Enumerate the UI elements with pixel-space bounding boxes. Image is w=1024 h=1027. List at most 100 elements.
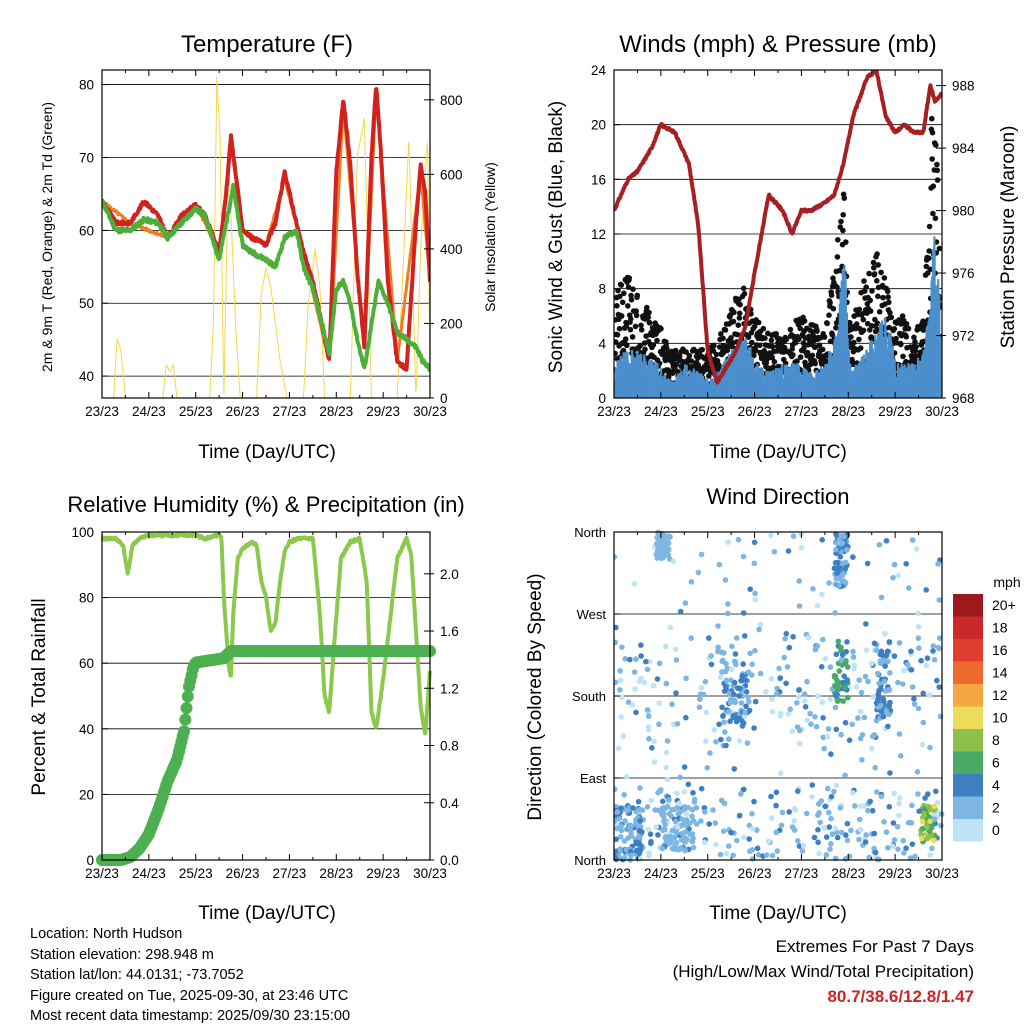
winds-gust-point: [734, 331, 740, 338]
direction-point: [911, 696, 917, 702]
winds-gust-point: [730, 318, 737, 325]
winds-gust-point: [829, 332, 836, 338]
direction-point: [637, 818, 644, 824]
winds-gust-point: [787, 326, 794, 333]
direction-point: [752, 647, 758, 654]
direction-point: [706, 821, 712, 827]
direction-point: [688, 635, 694, 641]
direction-point: [857, 826, 864, 833]
direction-point: [865, 807, 871, 814]
direction-point: [628, 829, 634, 836]
direction-point: [723, 851, 730, 857]
direction-point: [812, 714, 818, 720]
direction-point: [751, 798, 757, 805]
direction-point: [785, 711, 792, 717]
direction-point: [842, 684, 848, 690]
direction-point: [697, 696, 703, 702]
direction-point: [654, 676, 661, 682]
direction-point: [857, 708, 864, 715]
humidity-precip-point: [181, 690, 194, 703]
direction-point: [745, 694, 751, 700]
direction-point: [802, 704, 809, 710]
direction-point: [792, 807, 799, 813]
direction-point: [842, 856, 849, 862]
elevation-text: Station elevation: 298.948 m: [30, 946, 214, 963]
winds-wind-points: [614, 236, 942, 398]
direction-point: [842, 719, 849, 726]
direction-point: [674, 790, 680, 796]
direction-point: [677, 774, 683, 781]
winds-gust-point: [809, 352, 816, 359]
direction-point: [740, 834, 747, 841]
winds-gust-point: [816, 342, 823, 349]
winds-gust-point: [840, 212, 846, 218]
direction-point: [650, 683, 657, 689]
direction-point: [755, 852, 762, 858]
direction-xtick-label: 25/23: [691, 866, 725, 881]
winds-gust-point: [853, 321, 860, 327]
winds-gust-point: [633, 312, 640, 319]
winds-ytick-label: 24: [591, 63, 607, 78]
winds-gust-point: [660, 349, 666, 356]
colorbar-swatch: [953, 594, 983, 617]
direction-point: [749, 847, 756, 853]
winds-gust-point: [869, 288, 875, 294]
direction-point: [841, 673, 847, 679]
temperature-ytick-label: 80: [79, 78, 94, 93]
temperature-title: Temperature (F): [181, 31, 353, 58]
direction-point: [923, 662, 930, 669]
direction-point: [737, 685, 743, 692]
direction-panel: Wind Direction Time (Day/UTC) Direction …: [525, 484, 1021, 924]
direction-point: [815, 827, 821, 833]
direction-point: [831, 674, 838, 680]
direction-point: [676, 800, 682, 807]
direction-point: [835, 697, 842, 703]
temperature-ytick-label: 60: [79, 223, 94, 238]
direction-point: [880, 713, 887, 720]
direction-point: [831, 788, 837, 795]
direction-point: [695, 569, 702, 576]
winds-gust-point: [932, 215, 939, 222]
direction-point: [874, 670, 881, 677]
direction-point: [825, 726, 832, 732]
temperature-y2label: Solar Insolation (Yellow): [482, 162, 498, 312]
temperature-plot-area: [102, 77, 430, 398]
direction-point: [896, 800, 902, 807]
direction-point: [631, 581, 638, 587]
direction-point: [751, 560, 758, 567]
direction-xtick-label: 23/23: [597, 866, 631, 881]
direction-point: [861, 803, 867, 809]
direction-point: [851, 662, 858, 669]
direction-point: [927, 828, 933, 835]
winds-gust-point: [830, 305, 837, 312]
direction-point: [646, 850, 652, 856]
direction-point: [872, 849, 879, 856]
direction-point: [618, 694, 625, 701]
direction-point: [723, 660, 729, 667]
direction-point: [763, 852, 770, 858]
winds-gust-point: [926, 248, 932, 254]
direction-point: [704, 765, 711, 771]
direction-point: [706, 635, 712, 641]
winds-gust-point: [884, 288, 891, 295]
winds-gust-point: [926, 255, 932, 261]
direction-point: [833, 560, 839, 566]
temperature-series-solar-insolation: [102, 77, 430, 398]
direction-point: [789, 728, 795, 734]
winds-gust-point: [838, 218, 844, 225]
direction-point: [908, 648, 914, 655]
winds-gust-point: [886, 324, 892, 331]
direction-point: [718, 736, 724, 743]
direction-point: [844, 639, 850, 645]
direction-point: [862, 673, 869, 680]
direction-point: [717, 851, 724, 858]
direction-point: [720, 713, 726, 719]
winds-gust-point: [617, 293, 623, 300]
direction-point: [725, 539, 731, 545]
direction-point: [876, 693, 882, 700]
winds-gust-point: [926, 223, 933, 230]
direction-point: [799, 848, 806, 854]
winds-gust-point: [857, 345, 864, 351]
direction-point: [829, 831, 836, 837]
direction-point: [726, 691, 733, 697]
